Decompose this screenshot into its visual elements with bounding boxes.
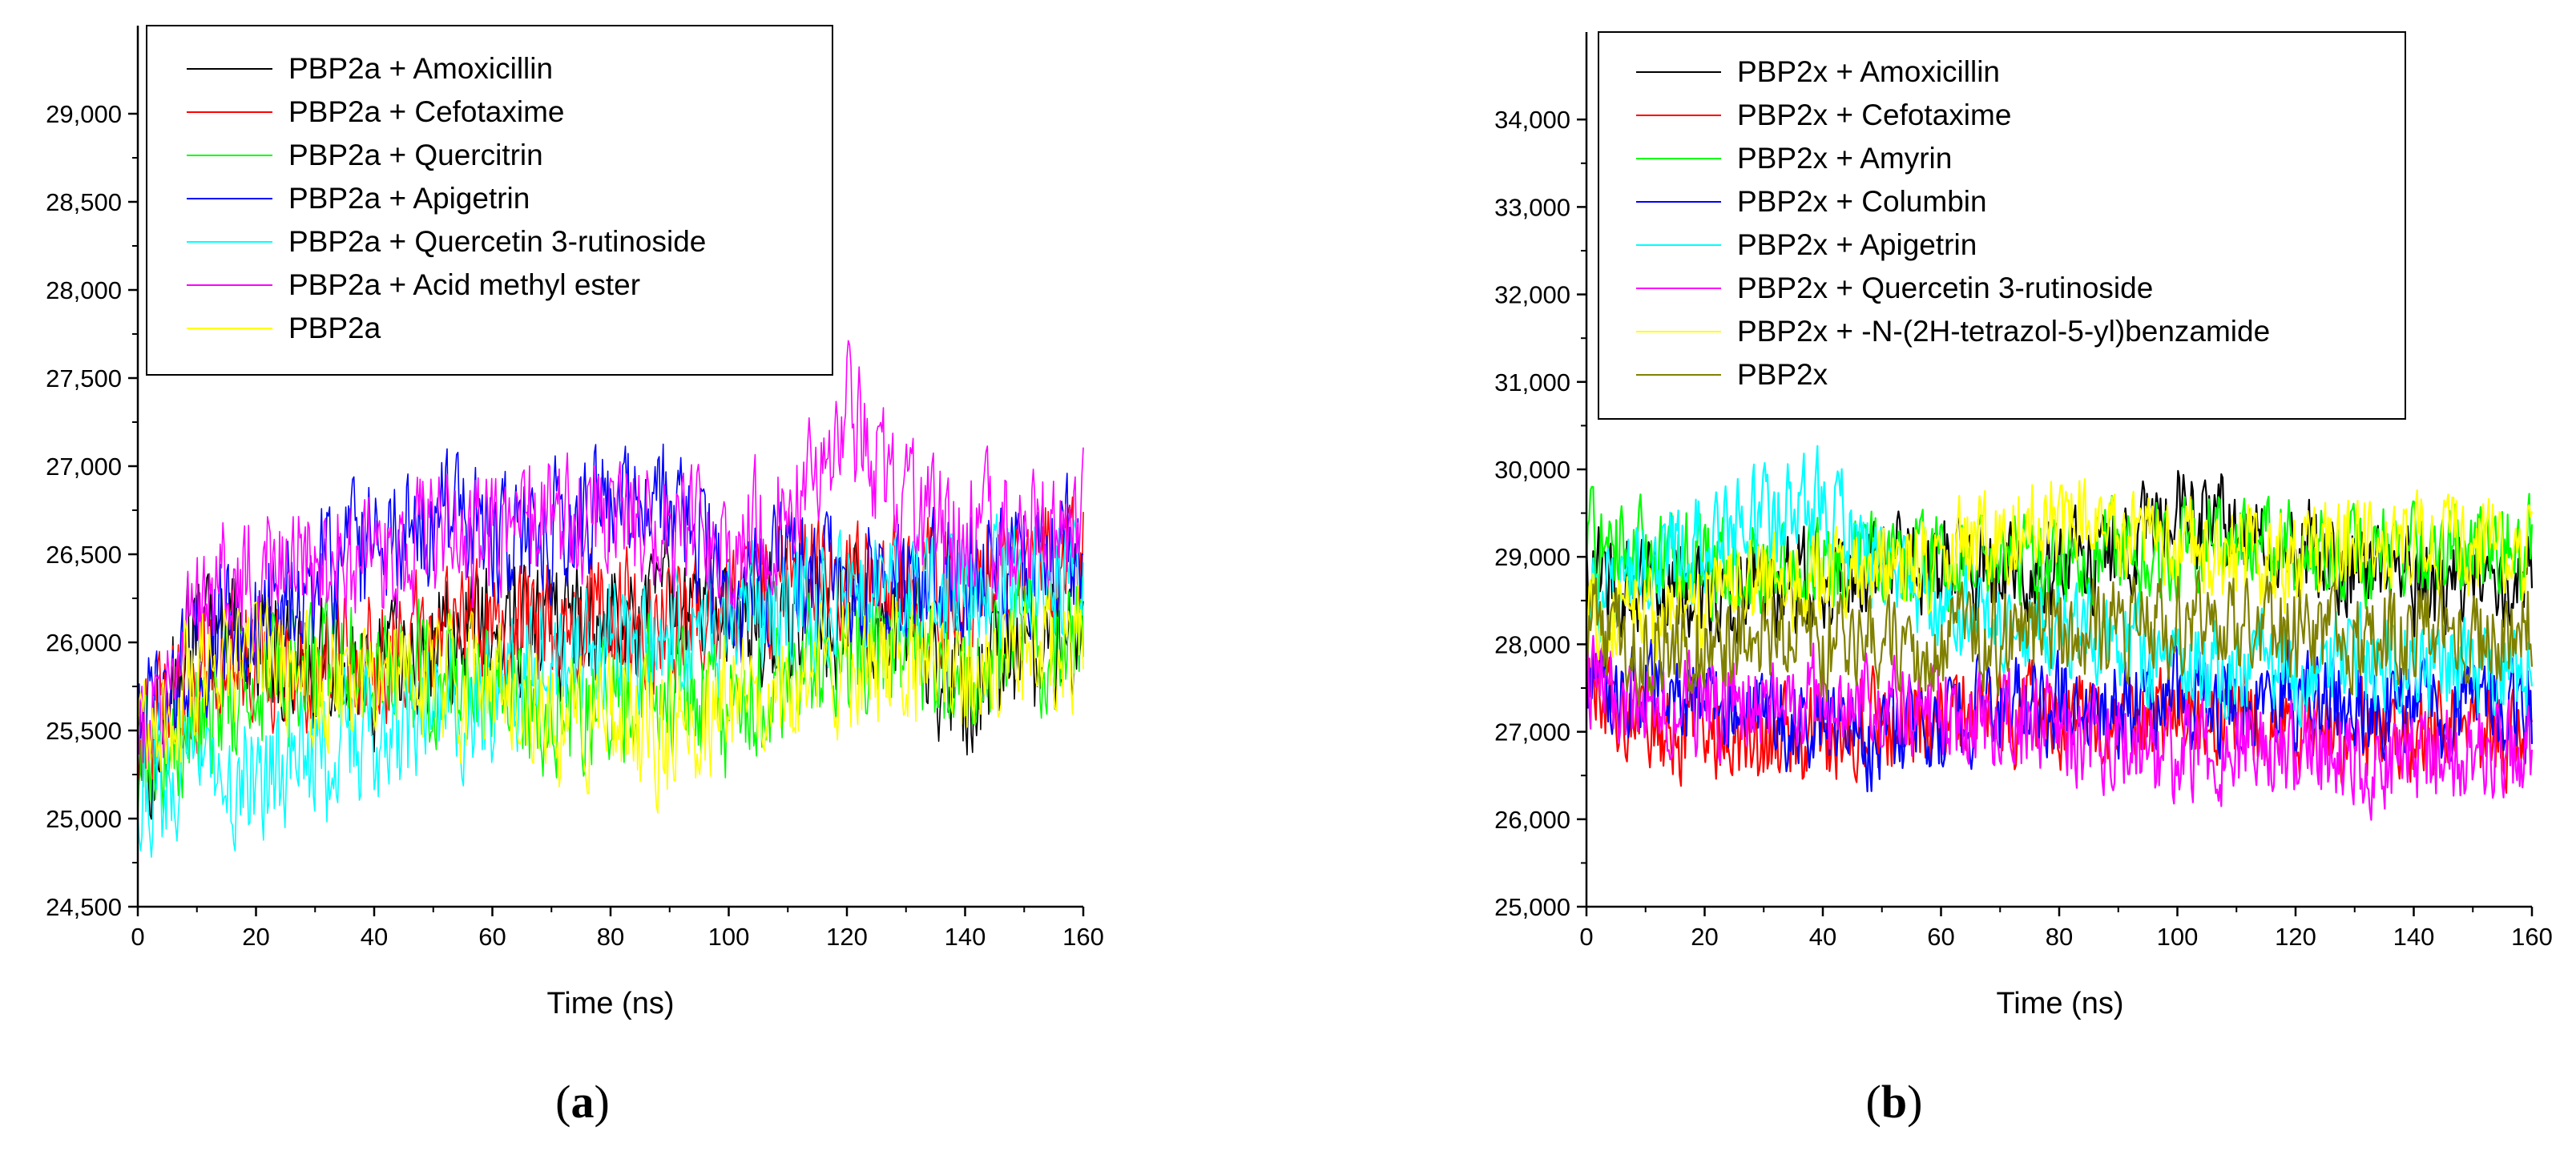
panel-b-legend-label-5: PBP2x + Apigetrin [1737,228,1977,261]
panel-a-x-tick-label-8: 160 [1062,923,1104,951]
panel-b-legend-label-8: PBP2x [1737,358,1828,391]
panel-a-legend-label-4: PBP2a + Apigetrin [288,182,530,215]
panel-b-label: (b) [1866,1076,1923,1128]
panel-b-y-tick-label-0: 25,000 [1494,893,1570,921]
panel-a-x-tick-label-0: 0 [131,923,144,951]
panel-a-legend-label-2: PBP2a + Cefotaxime [288,95,565,128]
panel-b-legend-label-7: PBP2x + -N-(2H-tetrazol-5-yl)benzamide [1737,315,2270,348]
panel-b-x-tick-label-5: 100 [2157,923,2199,951]
panel-a-ticks: 0 20 40 60 80 100 120 140 160 24,500 25,000 25,500 2… [46,100,1104,951]
panel-a-y-tick-label-8: 28,500 [46,188,122,216]
panel-a-x-tick-label-2: 40 [361,923,388,951]
panel-a-series-line-4 [137,443,1084,764]
panel-a-x-tick-label-5: 100 [708,923,750,951]
panel-a-x-tick-label-7: 140 [945,923,986,951]
panel-b-series-layer [1585,445,2534,821]
panel-a-legend-label-1: PBP2a + Amoxicillin [288,52,553,85]
panel-a-legend-label-5: PBP2a + Quercetin 3-rutinoside [288,225,706,258]
panel-b-legend-label-2: PBP2x + Cefotaxime [1737,99,2011,131]
panel-b-ticks: 0 20 40 60 80 100 120 140 160 25,000 26,000 27,000 2… [1494,106,2553,951]
panel-b-y-tick-label-4: 29,000 [1494,543,1570,571]
panel-b-x-axis-title: Time (ns) [1996,987,2123,1020]
panel-a-series-line-7 [137,580,1084,814]
panel-b-legend-label-1: PBP2x + Amoxicillin [1737,55,2000,88]
panel-b-y-tick-label-3: 28,000 [1494,630,1570,658]
panel-b-legend: PBP2x + Amoxicillin PBP2x + Cefotaxime PBP… [1598,31,2406,420]
panel-b-series-line-8 [1585,569,2534,707]
panel-a-x-tick-label-4: 80 [597,923,624,951]
panel-b-series-line-6 [1585,634,2534,821]
panel-b-y-tick-label-7: 32,000 [1494,281,1570,309]
panel-b-legend-label-3: PBP2x + Amyrin [1737,142,1952,175]
panel-b-x-tick-label-3: 60 [1927,923,1954,951]
panel-a-legend-label-7: PBP2a [288,312,381,344]
panel-b-label-letter: b [1881,1076,1907,1128]
panel-a-y-tick-label-6: 27,500 [46,364,122,392]
panel-a-plot-area: 0 20 40 60 80 100 120 140 160 24,500 25,000 25,500 2… [46,26,1104,951]
panel-a-legend-label-6: PBP2a + Acid methyl ester [288,268,640,301]
panel-a-legend-entries: PBP2a + Amoxicillin PBP2a + Cefotaxime PBP… [187,52,706,344]
panel-a-x-tick-label-3: 60 [478,923,506,951]
panel-b-y-tick-label-5: 30,000 [1494,456,1570,484]
panel-a-label-letter: a [571,1076,595,1128]
panel-a: 0 20 40 60 80 100 120 140 160 24,500 25,000 25,500 2… [46,25,1104,1128]
panel-b-x-tick-label-8: 160 [2511,923,2553,951]
panel-b-x-tick-label-1: 20 [1691,923,1718,951]
panel-b-series-line-2 [1585,655,2534,795]
panel-b-y-tick-label-1: 26,000 [1494,806,1570,834]
panel-b-y-tick-label-9: 34,000 [1494,106,1570,134]
panel-a-series-line-5 [137,513,1084,858]
panel-a-y-tick-label-4: 26,500 [46,541,122,569]
panel-a-y-tick-label-7: 28,000 [46,276,122,304]
panel-b-x-tick-label-4: 80 [2046,923,2073,951]
panel-a-legend-label-3: PBP2a + Quercitrin [288,139,543,171]
panel-b-y-tick-label-6: 31,000 [1494,368,1570,396]
panel-a-x-tick-label-1: 20 [242,923,269,951]
panel-b-x-tick-label-2: 40 [1809,923,1836,951]
panel-b: 0 20 40 60 80 100 120 140 160 25,000 26,000 27,000 2… [1494,31,2553,1128]
panel-b-x-tick-label-6: 120 [2275,923,2316,951]
panel-a-y-tick-label-9: 29,000 [46,100,122,128]
panel-a-legend-box [146,25,833,376]
panel-b-legend-entries: PBP2x + Amoxicillin PBP2x + Cefotaxime PBP… [1636,55,2270,391]
panel-b-series-line-3 [1585,485,2534,622]
panel-b-y-tick-label-2: 27,000 [1494,718,1570,747]
panel-a-y-tick-label-0: 24,500 [46,893,122,921]
panel-b-plot-area: 0 20 40 60 80 100 120 140 160 25,000 26,000 27,000 2… [1494,32,2553,951]
panel-a-y-tick-label-5: 27,000 [46,453,122,481]
panel-a-series-line-6 [137,340,1084,769]
panel-a-y-tick-label-2: 25,500 [46,717,122,745]
panel-a-y-tick-label-1: 25,000 [46,805,122,833]
panel-a-label: (a) [555,1076,610,1128]
panel-b-x-tick-label-7: 140 [2393,923,2435,951]
panel-a-legend: PBP2a + Amoxicillin PBP2a + Cefotaxime PBP… [146,25,833,376]
panel-a-x-axis-title: Time (ns) [546,987,674,1020]
panel-a-series-layer [137,340,1084,858]
panel-b-y-tick-label-8: 33,000 [1494,193,1570,221]
panel-b-legend-label-4: PBP2x + Columbin [1737,185,1987,218]
panel-a-y-tick-label-3: 26,000 [46,629,122,657]
panel-a-x-tick-label-6: 120 [826,923,868,951]
panel-b-legend-box [1598,31,2406,420]
panel-b-x-tick-label-0: 0 [1579,923,1593,951]
panel-b-legend-label-6: PBP2x + Quercetin 3-rutinoside [1737,272,2153,304]
panel-b-series-line-5 [1585,445,2534,728]
